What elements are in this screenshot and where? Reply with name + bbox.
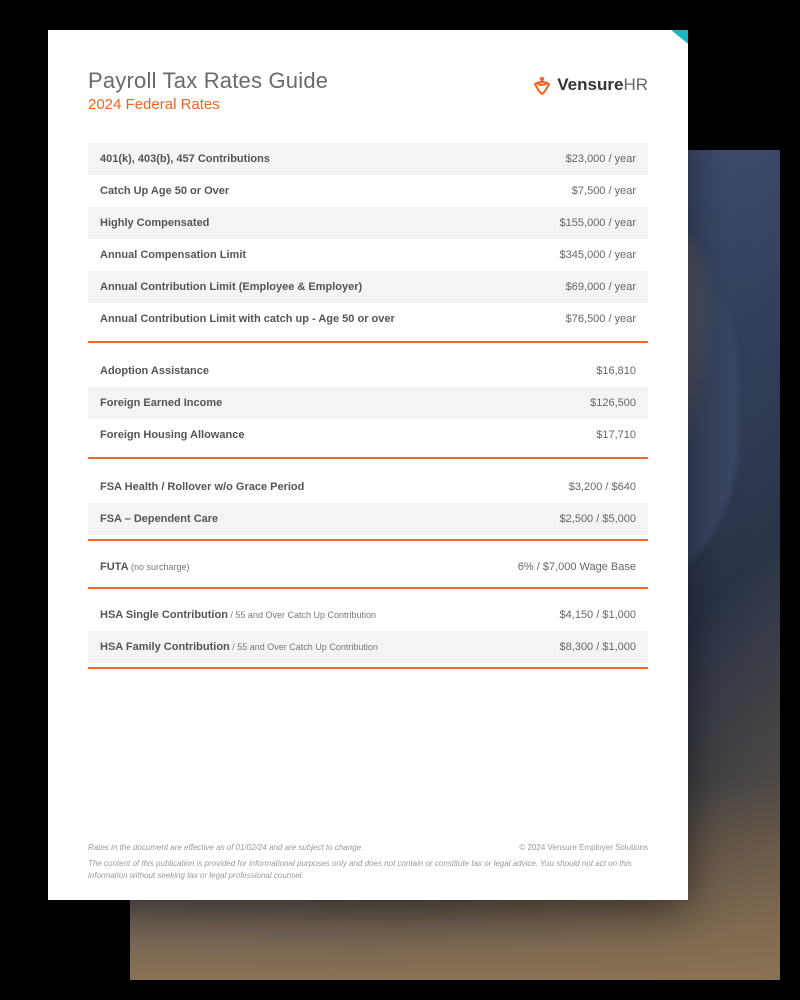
row-label: Annual Contribution Limit with catch up …: [100, 313, 395, 325]
table-row: Annual Contribution Limit with catch up …: [88, 303, 648, 335]
row-value: $23,000 / year: [566, 153, 636, 165]
row-label: HSA Family Contribution / 55 and Over Ca…: [100, 641, 378, 653]
row-value: $2,500 / $5,000: [560, 513, 636, 525]
row-value: $4,150 / $1,000: [560, 609, 636, 621]
row-label: FUTA (no surcharge): [100, 561, 190, 573]
section-divider: [88, 667, 648, 669]
row-label: 401(k), 403(b), 457 Contributions: [100, 153, 270, 165]
footer: Rates in the document are effective as o…: [88, 842, 648, 882]
table-row: Annual Compensation Limit $345,000 / year: [88, 239, 648, 271]
footer-effective-date: Rates in the document are effective as o…: [88, 842, 363, 854]
row-value: $3,200 / $640: [569, 481, 636, 493]
header: Payroll Tax Rates Guide 2024 Federal Rat…: [48, 30, 688, 131]
row-value: $8,300 / $1,000: [560, 641, 636, 653]
logo-icon: [531, 74, 553, 96]
section-divider: [88, 539, 648, 541]
document-page: Payroll Tax Rates Guide 2024 Federal Rat…: [48, 30, 688, 900]
row-value: $7,500 / year: [572, 185, 636, 197]
table-row: FSA – Dependent Care $2,500 / $5,000: [88, 503, 648, 535]
table-row: Adoption Assistance $16,810: [88, 355, 648, 387]
table-row: FSA Health / Rollover w/o Grace Period $3…: [88, 471, 648, 503]
row-value: $17,710: [596, 429, 636, 441]
section-divider: [88, 457, 648, 459]
table-row: Highly Compensated $155,000 / year: [88, 207, 648, 239]
logo-text-suffix: HR: [623, 75, 648, 95]
table-row: 401(k), 403(b), 457 Contributions $23,000…: [88, 143, 648, 175]
section-divider: [88, 341, 648, 343]
logo: VensureHR: [531, 74, 648, 96]
row-value: $69,000 / year: [566, 281, 636, 293]
table-row: HSA Family Contribution / 55 and Over Ca…: [88, 631, 648, 663]
table-row: Foreign Housing Allowance $17,710: [88, 419, 648, 451]
page-subtitle: 2024 Federal Rates: [88, 96, 328, 113]
table-row: Catch Up Age 50 or Over $7,500 / year: [88, 175, 648, 207]
row-label: Annual Compensation Limit: [100, 249, 246, 261]
table-row: FUTA (no surcharge) 6% / $7,000 Wage Base: [88, 551, 648, 583]
rates-table: 401(k), 403(b), 457 Contributions $23,000…: [48, 131, 688, 669]
title-block: Payroll Tax Rates Guide 2024 Federal Rat…: [88, 68, 328, 113]
row-label: Foreign Housing Allowance: [100, 429, 244, 441]
row-sublabel: (no surcharge): [129, 562, 190, 572]
row-value: $155,000 / year: [560, 217, 636, 229]
page-title: Payroll Tax Rates Guide: [88, 68, 328, 94]
row-sublabel: / 55 and Over Catch Up Contribution: [230, 642, 378, 652]
table-row: Foreign Earned Income $126,500: [88, 387, 648, 419]
section-divider: [88, 587, 648, 589]
row-value: $76,500 / year: [566, 313, 636, 325]
row-label: Annual Contribution Limit (Employee & Em…: [100, 281, 362, 293]
row-sublabel: / 55 and Over Catch Up Contribution: [228, 610, 376, 620]
row-value: 6% / $7,000 Wage Base: [518, 561, 636, 573]
row-value: $345,000 / year: [560, 249, 636, 261]
row-label: FSA – Dependent Care: [100, 513, 218, 525]
row-value: $126,500: [590, 397, 636, 409]
row-label: Highly Compensated: [100, 217, 209, 229]
row-label: Catch Up Age 50 or Over: [100, 185, 229, 197]
logo-text-main: Vensure: [557, 75, 623, 95]
row-label: Foreign Earned Income: [100, 397, 222, 409]
footer-disclaimer: The content of this publication is provi…: [88, 858, 648, 882]
row-value: $16,810: [596, 365, 636, 377]
table-row: HSA Single Contribution / 55 and Over Ca…: [88, 599, 648, 631]
row-label: FSA Health / Rollover w/o Grace Period: [100, 481, 304, 493]
table-row: Annual Contribution Limit (Employee & Em…: [88, 271, 648, 303]
footer-copyright: © 2024 Vensure Employer Solutions: [519, 842, 648, 854]
row-label: Adoption Assistance: [100, 365, 209, 377]
row-label: HSA Single Contribution / 55 and Over Ca…: [100, 609, 376, 621]
